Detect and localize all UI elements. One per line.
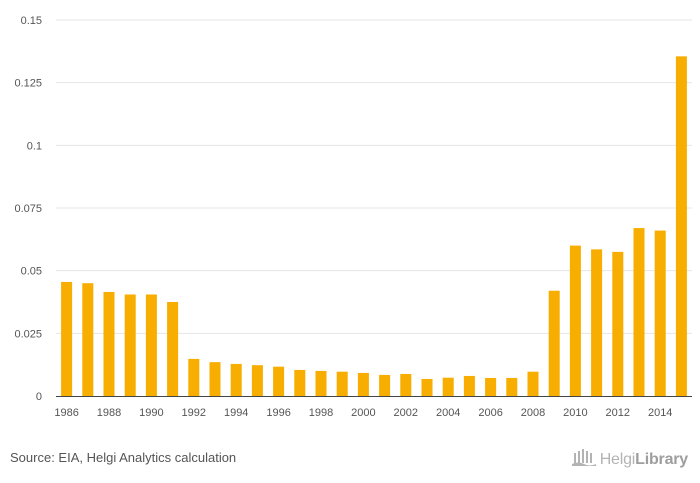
x-tick-label: 1996	[266, 407, 290, 419]
bar-2004	[442, 377, 454, 396]
bar-1988	[103, 291, 115, 396]
bar-1995	[251, 365, 263, 396]
logo-wordmark: HelgiLibrary	[599, 450, 689, 468]
x-tick-label: 2002	[394, 407, 418, 419]
bar-2008	[527, 371, 539, 396]
x-tick-label: 1990	[139, 407, 163, 419]
bar-1997	[294, 369, 306, 396]
y-tick-label: 0.15	[21, 15, 42, 27]
x-tick-label: 2008	[521, 407, 545, 419]
bar-2001	[379, 374, 391, 396]
bar-1991	[167, 302, 179, 396]
y-tick-label: 0.125	[14, 78, 42, 90]
bar-2006	[485, 377, 497, 396]
x-tick-label: 1992	[182, 407, 206, 419]
x-tick-label: 2006	[478, 407, 502, 419]
helgi-library-logo[interactable]: HelgiLibrary	[571, 448, 689, 471]
x-tick-label: 1986	[54, 407, 78, 419]
x-tick-label: 1988	[97, 407, 121, 419]
x-tick-label: 2014	[648, 407, 672, 419]
x-tick-label: 2012	[606, 407, 630, 419]
bar-2002	[400, 373, 412, 396]
source-note: Source: EIA, Helgi Analytics calculation	[10, 450, 237, 465]
y-tick-label: 0.05	[21, 266, 42, 278]
bar-1989	[124, 294, 136, 396]
bar-2000	[357, 372, 369, 396]
bar-2014	[654, 230, 666, 396]
bar-2013	[633, 228, 645, 396]
bar-2010	[569, 245, 581, 396]
y-tick-label: 0.025	[14, 328, 42, 340]
y-tick-label: 0	[36, 391, 42, 403]
bar-2003	[421, 378, 433, 396]
bar-1996	[273, 366, 285, 396]
x-tick-label: 1998	[309, 407, 333, 419]
bar-1987	[82, 283, 94, 396]
bar-1992	[188, 358, 200, 396]
chart-canvas: 0 0.025 0.05 0.075 0.1 0.125 0.15 1986 1988 1990 1…	[14, 15, 692, 419]
bar-2007	[506, 377, 518, 396]
bar-2005	[463, 375, 475, 396]
bar-2015	[675, 56, 687, 396]
bar-1986	[61, 281, 73, 396]
bar-1994	[230, 363, 242, 396]
bar-1999	[336, 371, 348, 396]
x-tick-label: 2010	[563, 407, 587, 419]
bar-1993	[209, 362, 221, 396]
x-tick-label: 2004	[436, 407, 460, 419]
bar-2011	[591, 249, 603, 396]
y-tick-label: 0.1	[27, 140, 42, 152]
library-building-icon	[571, 448, 596, 471]
x-tick-label: 1994	[224, 407, 248, 419]
y-tick-label: 0.075	[14, 203, 42, 215]
x-tick-label: 2000	[351, 407, 375, 419]
bar-1990	[145, 294, 157, 396]
bar-1998	[315, 370, 327, 396]
bar-chart: 0 0.025 0.05 0.075 0.1 0.125 0.15 1986 1988 1990 1…	[14, 15, 692, 419]
bar-2009	[548, 290, 560, 396]
bar-2012	[612, 251, 624, 396]
